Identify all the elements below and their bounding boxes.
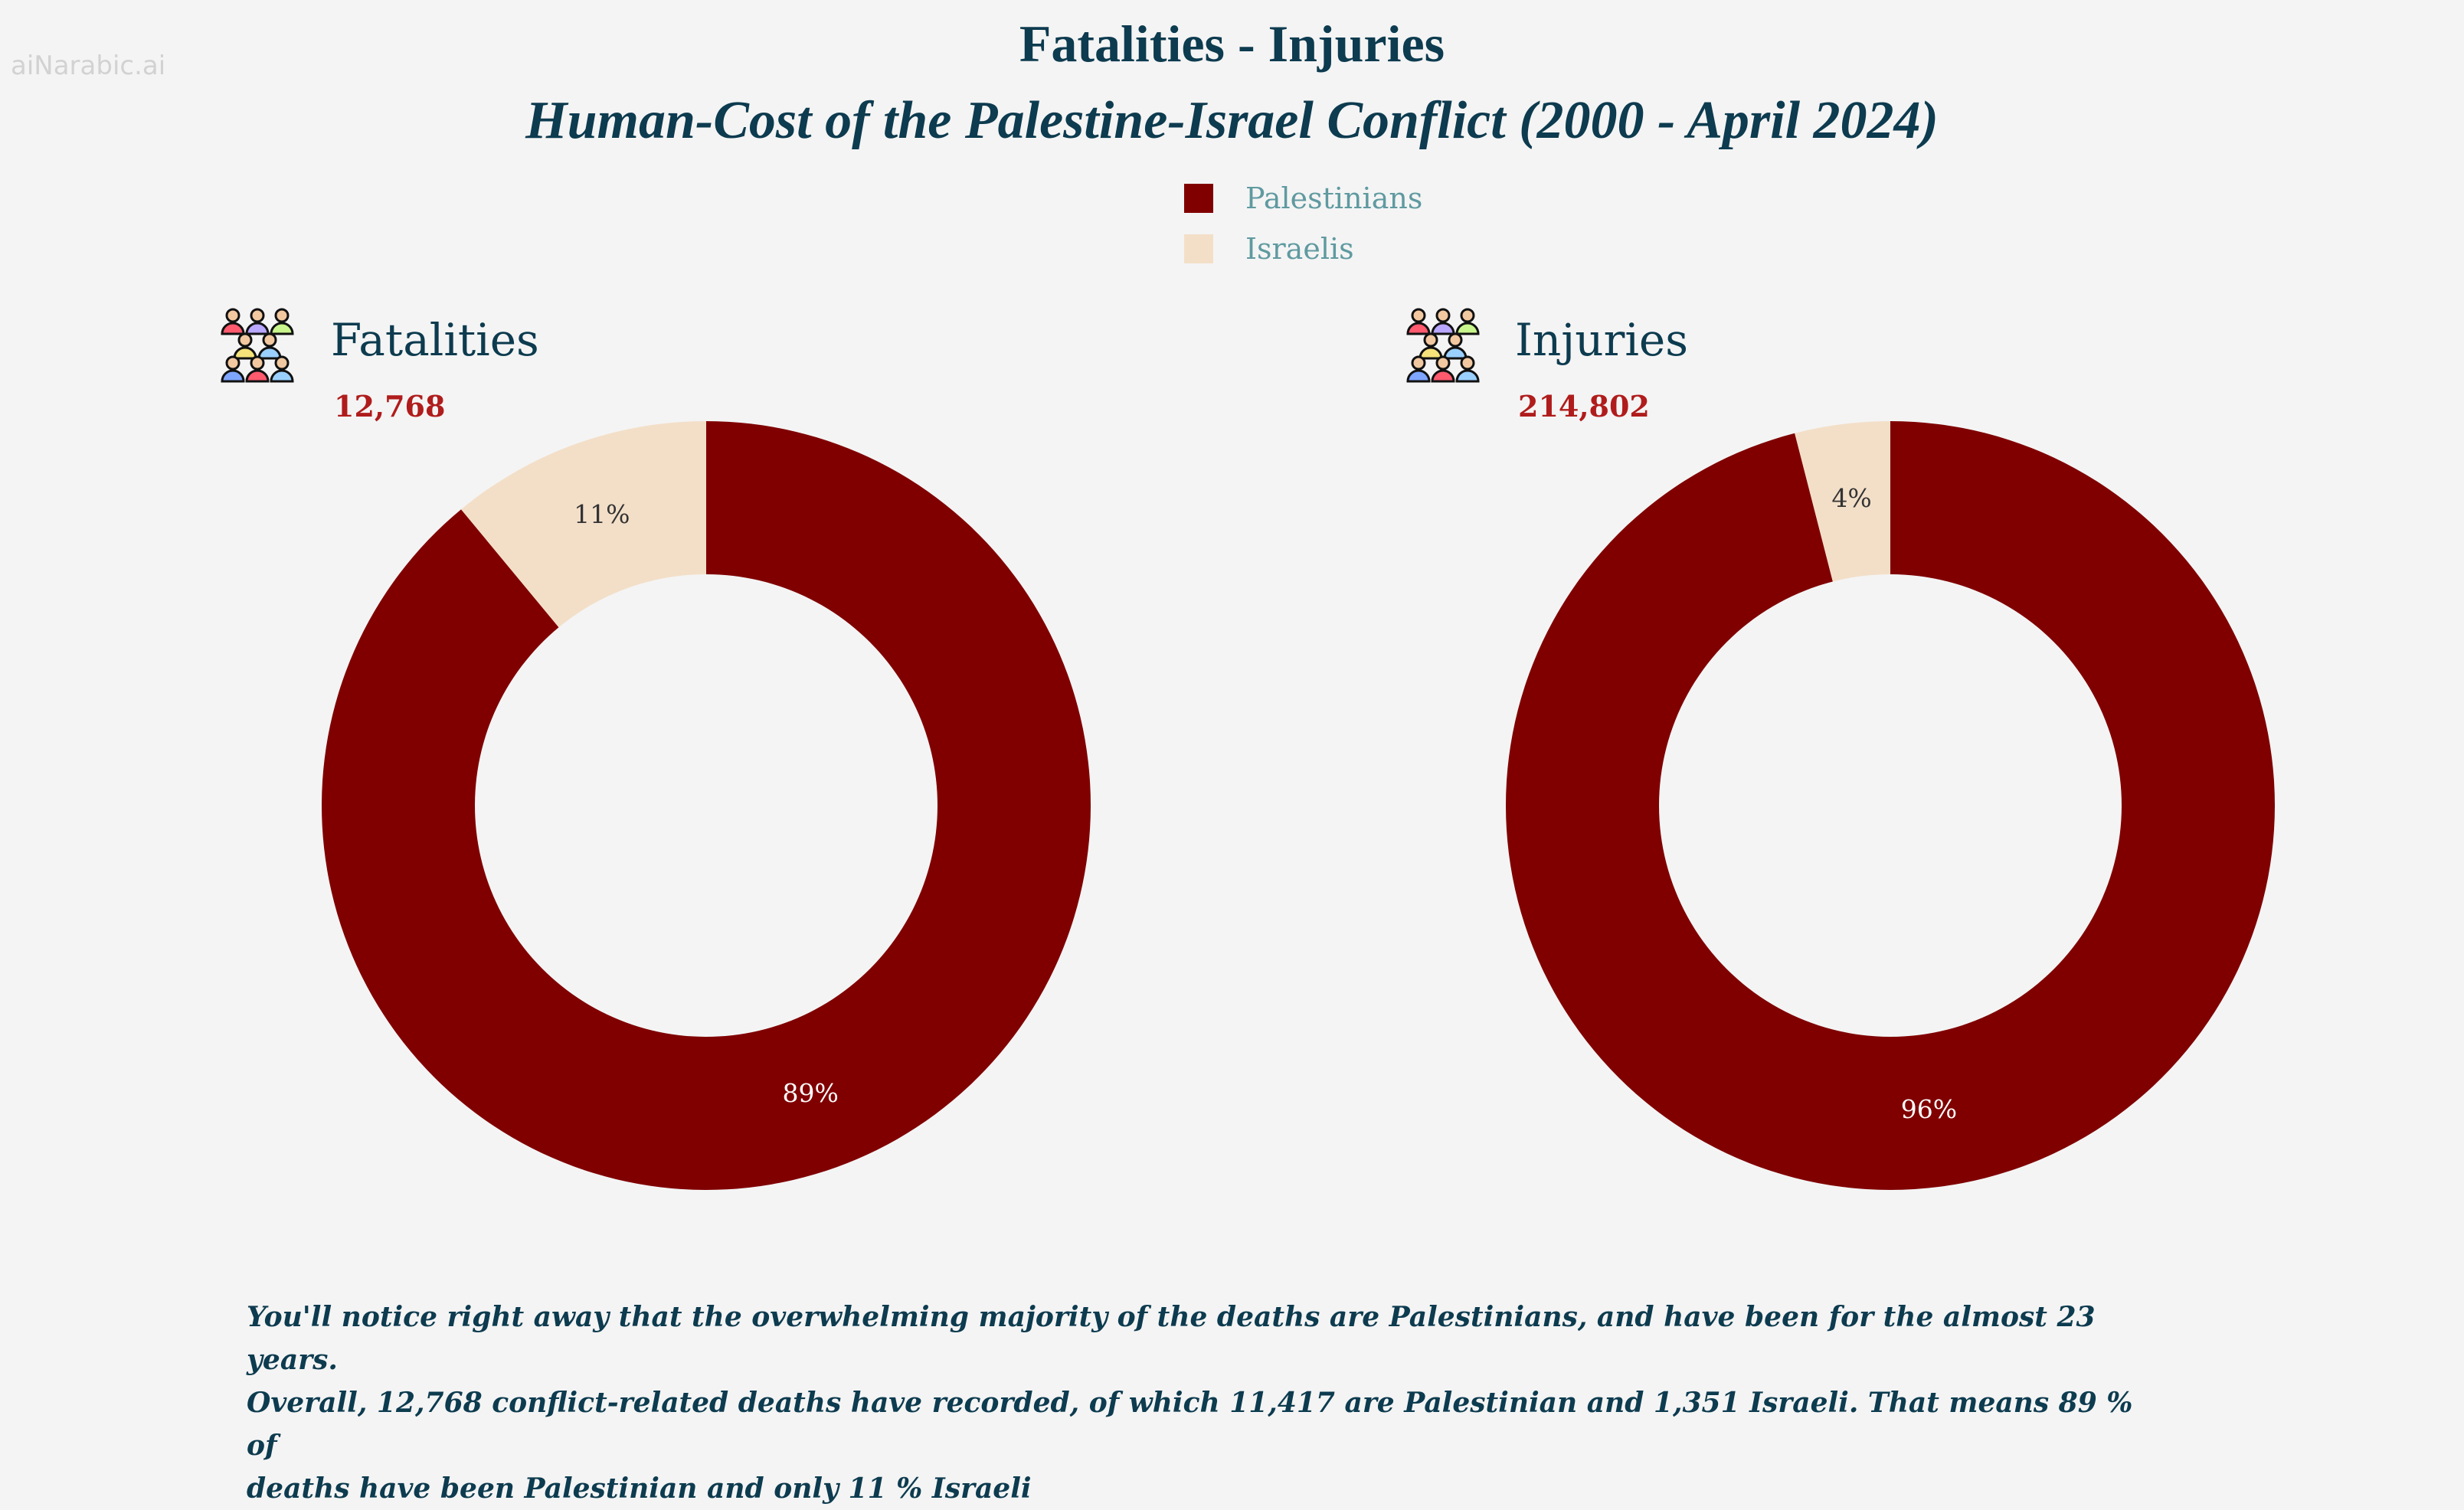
caption-text: You'll notice right away that the overwh… — [247, 1301, 2133, 1505]
panel-total-fatalities: 12,768 — [334, 389, 446, 423]
donut-slice-palestinians — [1505, 421, 2275, 1190]
people-group-icon — [221, 308, 294, 383]
slice-label-palestinians: 89% — [782, 1078, 838, 1108]
legend-swatch-israelis — [1184, 234, 1213, 263]
injuries-donut-chart: 96% 4% — [1505, 421, 2275, 1190]
panel-title-fatalities: Fatalities — [331, 314, 539, 366]
legend-item-palestinians: Palestinians — [1184, 173, 1422, 224]
chart-title: Fatalities - Injuries — [1019, 15, 1445, 73]
chart-subtitle: Human-Cost of the Palestine-Israel Confl… — [525, 91, 1939, 150]
slice-label-israelis: 11% — [574, 499, 630, 529]
donut-slice-israelis — [461, 421, 706, 628]
legend-item-israelis: Israelis — [1184, 224, 1422, 274]
donut-slice-palestinians — [321, 421, 1091, 1191]
slice-label-israelis: 4% — [1831, 483, 1871, 513]
legend: Palestinians Israelis — [1184, 173, 1422, 274]
watermark: aiNarabic.ai — [11, 51, 166, 81]
panel-total-injuries: 214,802 — [1518, 389, 1650, 423]
donut-slice-israelis — [1795, 421, 1890, 582]
legend-swatch-palestinians — [1184, 184, 1213, 213]
people-group-icon — [1406, 308, 1480, 383]
legend-label-palestinians: Palestinians — [1245, 181, 1423, 215]
panel-title-injuries: Injuries — [1515, 314, 1688, 366]
slice-label-palestinians: 96% — [1901, 1094, 1957, 1124]
legend-label-israelis: Israelis — [1245, 232, 1354, 266]
fatalities-donut-chart: 89% 11% — [321, 421, 1091, 1191]
